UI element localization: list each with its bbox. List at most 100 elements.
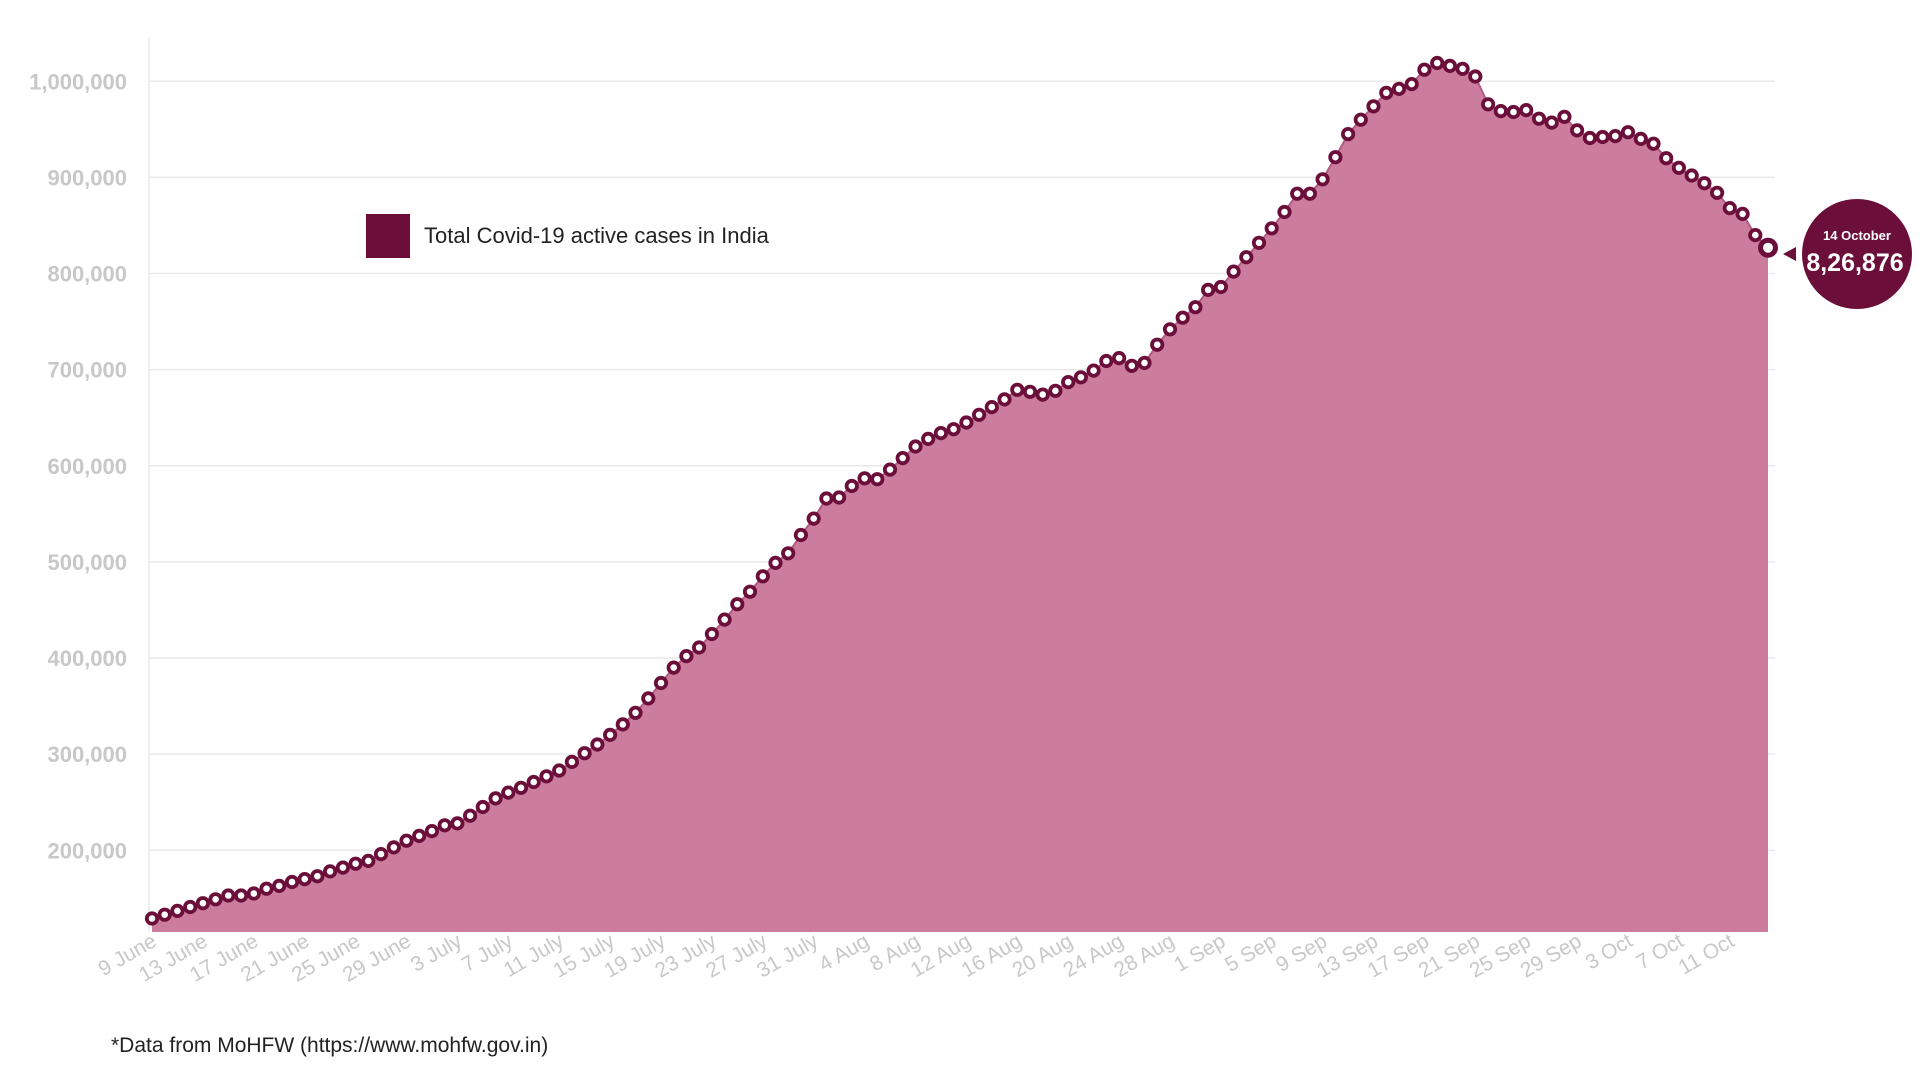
data-point [1506, 104, 1521, 120]
data-point [1595, 129, 1610, 145]
data-point [412, 828, 427, 844]
data-point [1608, 129, 1623, 144]
data-point [755, 569, 770, 584]
legend-label: Total Covid-19 active cases in India [424, 223, 770, 248]
x-tick-label: 3 July [407, 929, 466, 977]
data-point [615, 717, 630, 732]
callout-bubble [1802, 199, 1912, 309]
data-points [144, 55, 1778, 926]
data-point [1022, 384, 1038, 399]
data-point [641, 691, 656, 706]
data-point [1315, 172, 1330, 187]
x-tick-label: 4 Aug [815, 929, 873, 976]
data-point [742, 584, 758, 599]
data-point [1582, 130, 1598, 146]
data-point [1735, 206, 1750, 221]
data-point [335, 860, 350, 875]
data-point [234, 888, 249, 903]
data-point [501, 785, 516, 800]
data-point [297, 871, 312, 887]
data-point [1353, 112, 1368, 127]
data-point [386, 840, 401, 855]
data-point [221, 888, 236, 903]
data-point [781, 546, 796, 561]
data-point [1570, 123, 1585, 138]
data-point [1710, 185, 1725, 200]
y-tick-label: 400,000 [47, 646, 127, 671]
data-point [971, 407, 987, 422]
y-tick-label: 1,000,000 [29, 69, 127, 94]
data-point [1162, 322, 1178, 337]
data-point [1684, 168, 1699, 183]
data-point [208, 892, 223, 907]
data-point [1188, 300, 1203, 315]
data-point [882, 462, 898, 477]
data-point [819, 491, 834, 506]
data-point [1430, 55, 1445, 71]
x-tick-label: 5 Sep [1221, 929, 1280, 976]
data-point [628, 705, 643, 720]
data-point [1175, 310, 1190, 325]
data-point [1531, 111, 1547, 126]
data-point [946, 422, 961, 437]
data-point [1646, 136, 1661, 151]
data-point [691, 640, 707, 655]
data-point [1620, 125, 1636, 140]
data-point [462, 808, 478, 823]
data-point [895, 450, 910, 466]
data-point [195, 896, 210, 911]
y-tick-label: 600,000 [47, 454, 127, 479]
data-point [246, 886, 261, 901]
legend: Total Covid-19 active cases in India [366, 214, 770, 258]
y-tick-label: 700,000 [47, 358, 127, 383]
data-point [488, 791, 503, 806]
data-point [933, 425, 949, 441]
data-point [564, 754, 580, 770]
data-point [1519, 103, 1534, 118]
callout-date: 14 October [1823, 228, 1891, 243]
data-point [259, 881, 274, 896]
data-point [1493, 104, 1508, 119]
data-point [997, 392, 1012, 407]
y-tick-label: 500,000 [47, 550, 127, 575]
data-point [577, 746, 592, 761]
data-point [1722, 201, 1737, 216]
data-point [806, 511, 821, 526]
data-point [183, 899, 198, 915]
data-point [602, 727, 618, 743]
data-point [1758, 237, 1778, 258]
y-tick-label: 900,000 [47, 165, 127, 190]
data-point [1659, 151, 1674, 166]
data-point [450, 816, 465, 831]
x-tick-label: 3 Oct [1582, 929, 1637, 974]
data-point [348, 856, 363, 871]
data-point [590, 737, 605, 752]
data-point [768, 555, 783, 571]
data-point [1302, 186, 1318, 201]
data-point [1239, 250, 1254, 265]
data-point [1035, 387, 1050, 402]
y-axis-ticks: 200,000 300,000 400,000 500,000 600,000 700,0… [29, 69, 127, 863]
data-point [513, 780, 529, 795]
data-point [844, 478, 859, 494]
data-point [1290, 186, 1305, 201]
data-point [1481, 97, 1496, 112]
data-point [1417, 62, 1432, 77]
data-point [552, 763, 567, 778]
callout-value: 8,26,876 [1806, 249, 1903, 277]
data-point [272, 878, 287, 894]
legend-swatch [366, 214, 410, 258]
data-point [1391, 81, 1407, 97]
data-point [1633, 131, 1648, 146]
data-point [1264, 221, 1279, 236]
data-point [653, 675, 669, 691]
data-point [984, 399, 999, 415]
data-point [1124, 358, 1139, 373]
data-point [1404, 77, 1419, 92]
data-point [1251, 235, 1267, 250]
data-point [666, 660, 681, 675]
data-point [1213, 279, 1229, 295]
data-point [793, 527, 809, 543]
data-point [310, 869, 325, 884]
